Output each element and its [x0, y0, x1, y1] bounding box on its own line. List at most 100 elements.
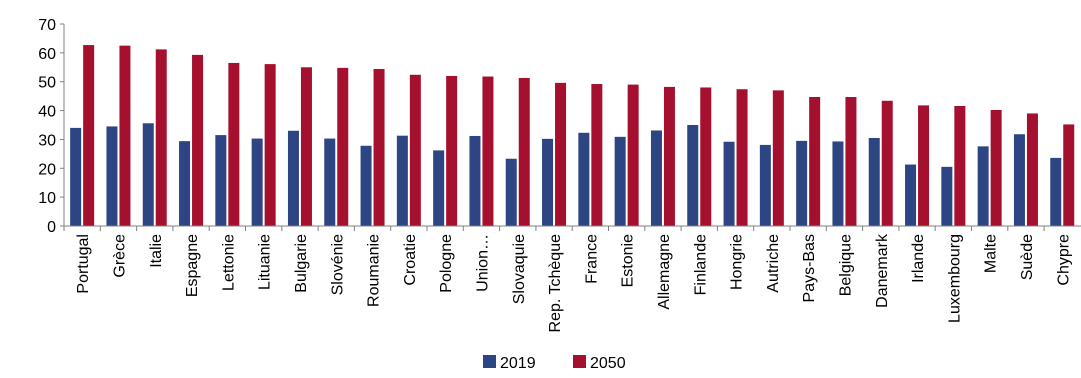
x-category-label: Italie	[148, 234, 165, 268]
x-category-label: Irlande	[910, 234, 927, 283]
bar-2050	[555, 82, 567, 227]
x-category-label: Lettonie	[220, 234, 237, 291]
bar-2019	[360, 145, 372, 226]
bar-2050	[264, 64, 276, 227]
bar-2050	[83, 45, 95, 226]
x-axis: Portugal Grèce Italie Espagne Lettonie Lituan…	[63, 225, 1081, 333]
x-category-label: Portugal	[75, 234, 92, 294]
bar-2019	[106, 126, 118, 226]
x-category-label: Chypre	[1055, 234, 1072, 286]
legend-swatch	[573, 355, 586, 368]
bar-2019	[614, 136, 626, 226]
bar-2050	[736, 89, 748, 227]
bar-2050	[881, 100, 893, 226]
legend: 2019 2050	[483, 355, 626, 372]
bar-2050	[300, 67, 312, 227]
bar-2050	[482, 76, 494, 227]
bar-2019	[287, 130, 299, 226]
bar-2050	[954, 105, 966, 226]
x-category-label: Roumanie	[366, 234, 383, 307]
x-category-label: Croatie	[402, 234, 419, 286]
x-category-label: Espagne	[184, 234, 201, 297]
bar-2019	[70, 127, 82, 226]
bar-2019	[433, 150, 445, 226]
bar-2019	[868, 137, 880, 226]
bar-2019	[578, 132, 590, 226]
bar-2019	[469, 135, 481, 226]
bar-2019	[1013, 134, 1025, 226]
x-category-label: Hongrie	[729, 234, 746, 290]
x-category-label: France	[583, 234, 600, 284]
y-tick-label: 0	[47, 219, 56, 236]
bar-2050	[518, 77, 530, 226]
bar-2050	[809, 97, 821, 226]
bar-2050	[772, 90, 784, 226]
bar-2050	[409, 74, 421, 226]
y-tick-label: 50	[38, 75, 56, 92]
bar-2050	[990, 109, 1002, 226]
x-category-label: Rep. Tchèque	[547, 234, 564, 333]
legend-swatch	[483, 355, 496, 368]
bar-2050	[845, 97, 857, 226]
x-category-label: Pays-Bas	[801, 234, 818, 302]
bar-2019	[941, 166, 953, 226]
y-tick-label: 40	[38, 104, 56, 121]
x-category-label: Suède	[1019, 234, 1036, 280]
x-category-label: Slovaquie	[511, 234, 528, 304]
bar-2050	[663, 86, 675, 226]
x-category-label: Malte	[983, 234, 1000, 273]
bar-2019	[179, 141, 191, 226]
bar-2019	[723, 141, 735, 226]
y-tick-label: 20	[38, 161, 56, 178]
bar-2019	[396, 135, 408, 226]
bar-2019	[142, 123, 154, 226]
legend-label: 2019	[500, 355, 536, 372]
bar-2019	[759, 144, 771, 226]
x-category-label: Belgique	[837, 234, 854, 296]
bar-2050	[1026, 113, 1038, 226]
x-category-label: Slovénie	[329, 234, 346, 295]
bar-2019	[832, 141, 844, 226]
bar-2019	[905, 164, 917, 226]
bar-2019	[324, 138, 336, 226]
bar-2050	[591, 84, 603, 226]
x-category-label: Danemark	[874, 233, 891, 308]
x-category-label: Grèce	[111, 234, 128, 278]
x-category-label: Luxembourg	[946, 234, 963, 323]
y-axis: 0 10 20 30 40 50 60 70	[38, 17, 65, 236]
bar-2050	[337, 67, 349, 226]
bars	[70, 45, 1075, 227]
bar-2019	[251, 138, 263, 226]
bar-2019	[687, 125, 699, 226]
bar-2050	[192, 54, 204, 227]
y-tick-label: 30	[38, 132, 56, 149]
bar-2019	[542, 138, 554, 226]
legend-label: 2050	[590, 355, 626, 372]
y-tick-label: 10	[38, 190, 56, 207]
x-category-label: Union…	[474, 234, 491, 292]
bar-2019	[215, 135, 227, 226]
bar-2019	[1050, 157, 1062, 226]
bar-2050	[1063, 124, 1075, 226]
x-category-label: Finlande	[692, 234, 709, 295]
bar-2050	[918, 105, 930, 226]
bar-2050	[155, 49, 167, 226]
bar-2019	[650, 130, 662, 226]
bar-2050	[373, 69, 385, 226]
bar-2050	[446, 75, 458, 226]
bar-2050	[119, 45, 131, 227]
x-category-label: Estonie	[620, 234, 637, 287]
x-category-label: Allemagne	[656, 234, 673, 310]
bar-2050	[627, 84, 639, 226]
y-tick-label: 60	[38, 46, 56, 63]
bar-2019	[505, 158, 517, 226]
bar-2019	[977, 146, 989, 226]
bar-2019	[796, 140, 808, 226]
y-tick-label: 70	[38, 17, 56, 34]
x-category-label: Pologne	[438, 234, 455, 293]
bar-2050	[228, 62, 240, 227]
x-category-label: Autriche	[765, 234, 782, 293]
bar-2050	[700, 87, 712, 226]
x-category-label: Bulgarie	[293, 234, 310, 293]
